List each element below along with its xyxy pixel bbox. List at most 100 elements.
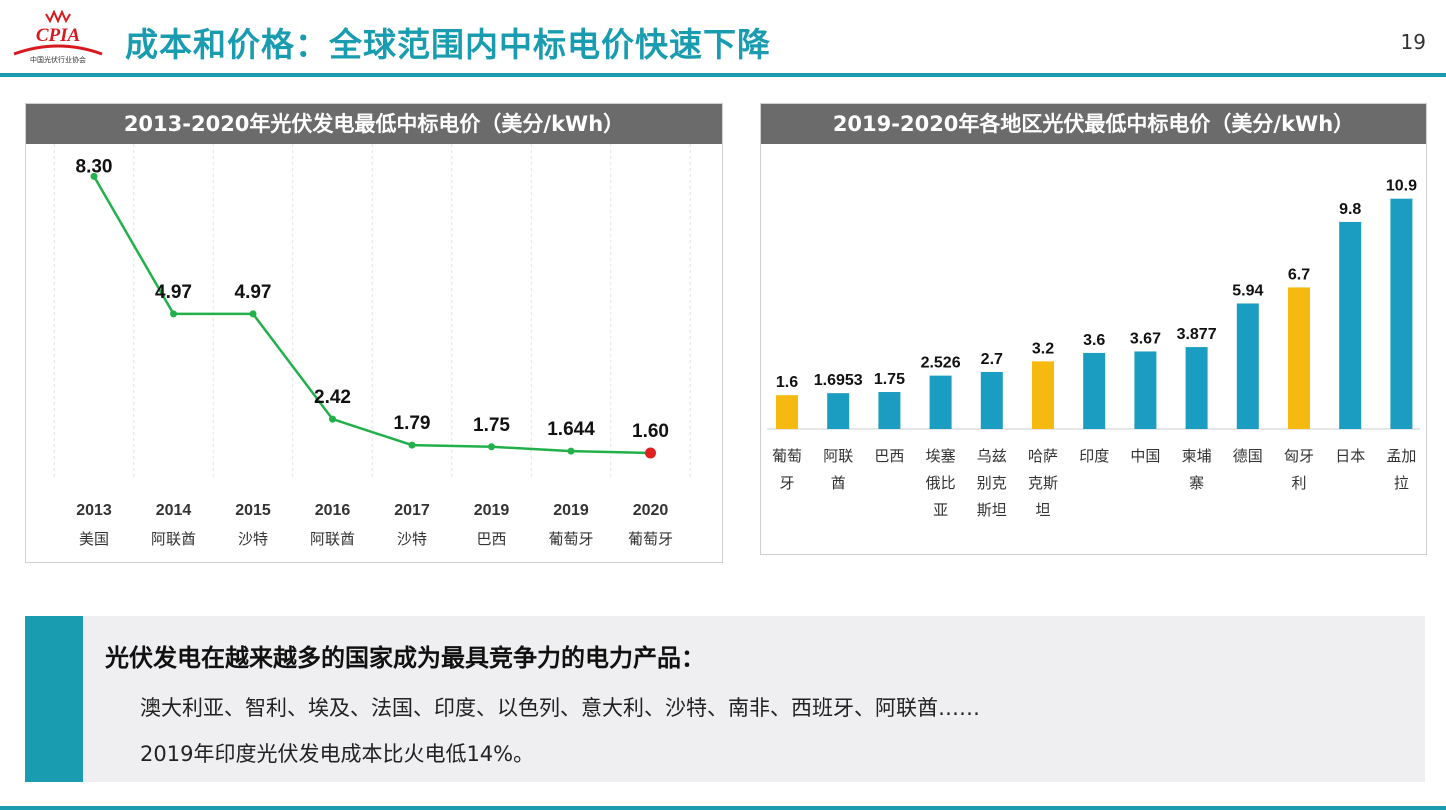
bar-chart-data-label: 1.75 <box>874 371 905 388</box>
line-chart-point <box>567 447 575 455</box>
bar-chart-category-label: 别克 <box>977 474 1007 492</box>
line-chart-data-label: 1.60 <box>632 421 669 442</box>
bar-chart-category-label: 拉 <box>1394 474 1409 492</box>
callout-line-countries: 澳大利亚、智利、埃及、法国、印度、以色列、意大利、沙特、南非、西班牙、阿联酋…… <box>140 696 980 720</box>
bar-chart-category-label: 日本 <box>1335 447 1365 465</box>
bar-chart-category-label: 孟加 <box>1386 447 1416 465</box>
line-chart-country-label: 巴西 <box>476 530 506 548</box>
line-chart-data-label: 4.97 <box>155 282 192 303</box>
slide-header: CPIA 中国光伏行业协会 成本和价格：全球范围内中标电价快速下降 19 <box>0 0 1446 78</box>
bar-chart-bar <box>1134 351 1157 429</box>
bar-chart-data-label: 3.877 <box>1177 326 1217 343</box>
bar-chart-category-label: 巴西 <box>874 447 904 465</box>
bar-chart-data-label: 1.6 <box>776 374 798 391</box>
line-chart-country-label: 沙特 <box>397 530 427 548</box>
line-chart-point <box>170 310 177 318</box>
line-chart-year-label: 2013 <box>76 502 112 519</box>
bar-chart-category-label: 中国 <box>1130 447 1160 465</box>
bar-chart-data-label: 3.67 <box>1130 330 1161 347</box>
bar-chart-category-label: 俄比 <box>926 474 956 492</box>
bar-chart-category-label: 亚 <box>933 501 948 519</box>
bar-chart-data-label: 3.6 <box>1083 332 1105 349</box>
line-chart-point <box>488 443 495 451</box>
line-chart-year-label: 2015 <box>235 502 271 519</box>
line-chart-year-label: 2016 <box>315 502 351 519</box>
bar-chart-data-label: 1.6953 <box>814 372 863 389</box>
line-chart-point <box>645 447 656 459</box>
key-findings-callout: 光伏发电在越来越多的国家成为最具竞争力的电力产品： 澳大利亚、智利、埃及、法国、… <box>25 616 1425 782</box>
callout-heading: 光伏发电在越来越多的国家成为最具竞争力的电力产品： <box>105 644 705 672</box>
bar-chart-bar <box>878 392 901 429</box>
line-chart-year-label: 2017 <box>394 502 430 519</box>
bar-chart-bar <box>1390 198 1413 429</box>
line-chart-country-label: 阿联酋 <box>310 530 355 548</box>
line-chart-title: 2013-2020年光伏发电最低中标电价（美分/kWh） <box>26 104 722 144</box>
callout-line-india: 2019年印度光伏发电成本比火电低14%。 <box>140 742 535 766</box>
bar-chart-category-label: 坦 <box>1035 501 1050 519</box>
bar-chart-bar <box>929 375 952 429</box>
bar-chart-bar <box>1339 221 1362 429</box>
logo-subtext: 中国光伏行业协会 <box>30 55 86 64</box>
bar-chart-data-label: 6.7 <box>1288 266 1310 283</box>
line-chart-data-label: 1.79 <box>394 413 431 434</box>
header-divider <box>0 73 1446 77</box>
bar-chart-bar <box>980 371 1003 429</box>
line-chart-country-label: 阿联酋 <box>151 530 196 548</box>
line-chart-country-label: 美国 <box>79 530 109 548</box>
bar-chart-data-label: 2.526 <box>921 355 961 372</box>
bar-chart-data-label: 9.8 <box>1339 201 1361 218</box>
line-chart-point <box>329 415 336 423</box>
bar-chart-category-label: 埃塞 <box>926 447 956 465</box>
bar-chart-category-label: 乌兹 <box>977 447 1007 465</box>
line-chart-country-label: 葡萄牙 <box>548 530 593 548</box>
bar-chart-data-label: 3.2 <box>1032 340 1054 357</box>
bar-chart-category-label: 克斯 <box>1028 474 1058 492</box>
bar-chart-category-label: 印度 <box>1079 447 1109 465</box>
page-title: 成本和价格：全球范围内中标电价快速下降 <box>125 25 771 64</box>
bar-chart-category-label: 匈牙 <box>1284 447 1314 465</box>
bar-chart-category-label: 德国 <box>1233 447 1263 465</box>
bar-chart-bar <box>1288 287 1310 429</box>
bar-chart-category-label: 柬埔 <box>1182 447 1212 465</box>
bar-chart-bar <box>776 395 798 429</box>
bar-chart-data-label: 10.9 <box>1386 178 1417 195</box>
line-chart-year-label: 2020 <box>633 502 669 519</box>
bar-chart-bar <box>1185 347 1208 429</box>
line-chart-year-label: 2019 <box>474 502 510 519</box>
bar-chart-bar <box>1236 303 1259 429</box>
bar-chart-bar <box>827 393 850 429</box>
line-chart: 8.30 2013 美国 4.97 2014 阿联酋 4.97 2015 沙特 2.42 2016 阿… <box>53 144 691 548</box>
page-number: 19 <box>1400 30 1426 54</box>
bar-chart-data-label: 5.94 <box>1232 282 1263 299</box>
bar-chart-category-label: 哈萨 <box>1028 447 1058 465</box>
line-chart-point <box>408 441 416 449</box>
bar-chart-bar <box>1032 361 1054 429</box>
footer-divider <box>0 806 1446 810</box>
line-chart-data-label: 1.644 <box>547 419 595 440</box>
line-chart-data-label: 4.97 <box>235 282 272 303</box>
line-chart-data-label: 8.30 <box>76 156 113 177</box>
bar-chart-category-label: 牙 <box>779 474 794 492</box>
line-chart-point <box>249 310 257 318</box>
cpia-logo: CPIA 中国光伏行业协会 <box>13 9 103 64</box>
logo-wordmark: CPIA <box>36 25 80 46</box>
line-chart-country-label: 沙特 <box>238 530 268 548</box>
line-chart-country-label: 葡萄牙 <box>628 530 673 548</box>
bar-chart-bar <box>1083 352 1106 429</box>
bar-chart-data-label: 2.7 <box>981 351 1003 368</box>
bar-chart-category-label: 斯坦 <box>977 501 1007 519</box>
line-chart-panel: 2013-2020年光伏发电最低中标电价（美分/kWh） 8.30 2013 美国 4… <box>25 103 723 563</box>
bar-chart-category-label: 葡萄 <box>772 447 802 465</box>
line-chart-data-label: 2.42 <box>314 387 351 408</box>
bar-chart-category-label: 寨 <box>1189 474 1204 492</box>
bar-chart-category-label: 酋 <box>831 474 846 492</box>
bar-chart-category-label: 阿联 <box>823 447 853 465</box>
line-chart-point <box>90 172 98 180</box>
line-series <box>92 175 651 455</box>
callout-accent-bar <box>25 616 83 782</box>
bar-chart-title: 2019-2020年各地区光伏最低中标电价（美分/kWh） <box>761 104 1426 144</box>
line-chart-year-label: 2019 <box>553 502 589 519</box>
bar-chart-panel: 2019-2020年各地区光伏最低中标电价（美分/kWh） 1.6 葡萄牙 1.69… <box>760 103 1427 555</box>
line-chart-year-label: 2014 <box>156 502 192 519</box>
